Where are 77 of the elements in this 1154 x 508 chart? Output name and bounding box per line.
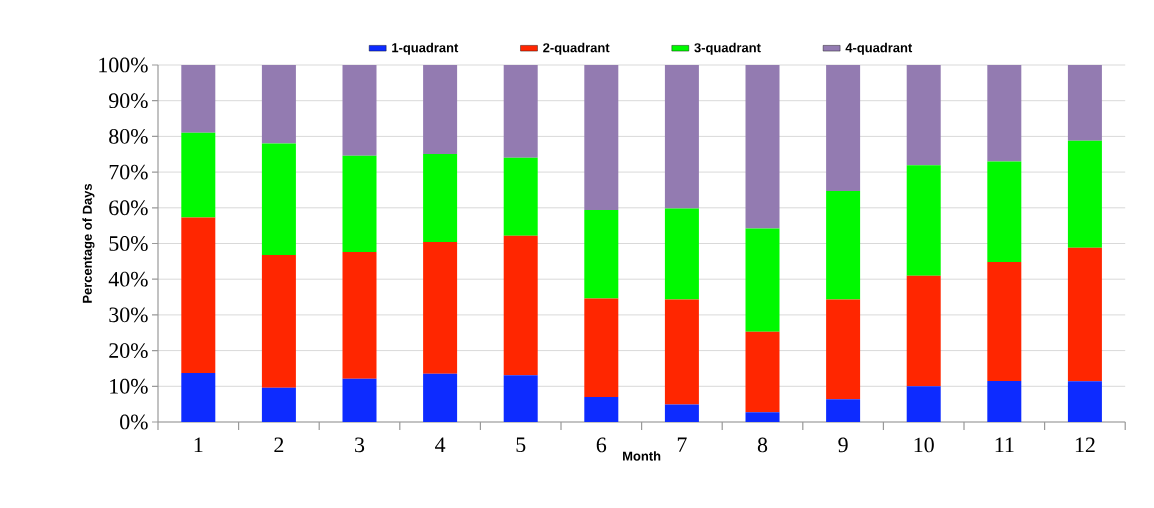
y-tick-label: 100% [99, 57, 148, 73]
bar [181, 373, 216, 422]
bar [906, 386, 941, 422]
bar [423, 242, 458, 374]
y-tick-label: 60% [109, 200, 148, 216]
legend-label: 1-quadrant [392, 42, 459, 55]
bar [181, 65, 216, 133]
x-tick-label: 5 [516, 437, 526, 453]
y-tick-label: 30% [109, 307, 148, 323]
y-tick-label: 50% [109, 236, 148, 251]
bar [987, 380, 1022, 422]
bar [423, 153, 458, 243]
bar [664, 208, 699, 300]
bar [261, 143, 296, 255]
x-tick-label: 7 [677, 437, 687, 452]
bar [423, 65, 458, 154]
x-axis-title: Month [623, 451, 661, 461]
bar [664, 404, 699, 422]
x-tick-label: 1 [194, 437, 203, 452]
y-tick-label: 80% [109, 128, 148, 144]
bar [503, 157, 538, 236]
bar [261, 254, 296, 388]
x-tick-label: 6 [596, 437, 607, 453]
y-tick-label: 10% [110, 378, 148, 394]
bar [745, 412, 780, 422]
x-tick-label: 10 [914, 437, 934, 453]
bar [987, 65, 1022, 162]
bar [826, 399, 861, 422]
bar [1067, 381, 1102, 422]
bar [423, 373, 458, 422]
bar [745, 228, 780, 332]
legend-label: 2-quadrant [543, 42, 610, 55]
bar [826, 65, 861, 192]
bar [664, 299, 699, 405]
bar [906, 165, 941, 276]
bar [745, 331, 780, 413]
x-tick-label: 3 [355, 437, 365, 453]
bar [987, 161, 1022, 263]
bar [826, 191, 861, 300]
bar [342, 155, 377, 253]
x-tick-label: 2 [274, 437, 284, 453]
bar [181, 217, 216, 374]
bar [1067, 140, 1102, 248]
y-tick-label: 20% [109, 343, 148, 359]
legend-label: 3-quadrant [694, 42, 761, 55]
bar [503, 65, 538, 158]
bar [584, 65, 619, 210]
x-tick-label: 12 [1075, 437, 1095, 453]
y-tick-label: 0% [120, 414, 148, 430]
bar [906, 275, 941, 387]
x-tick-label: 8 [757, 437, 768, 453]
bar [1067, 65, 1102, 141]
legend-label: 4-quadrant [845, 42, 913, 55]
y-tick-label: 90% [109, 93, 148, 109]
bar [745, 65, 780, 229]
bar [987, 262, 1022, 381]
x-tick-label: 4 [435, 437, 446, 452]
bar [261, 65, 296, 144]
bar [1067, 247, 1102, 382]
bar [181, 132, 216, 218]
bar [342, 65, 377, 156]
bar [342, 378, 377, 422]
bar [664, 65, 699, 209]
bar [261, 387, 296, 422]
bar [503, 235, 538, 376]
bar [906, 65, 941, 166]
bar [342, 252, 377, 379]
x-tick-label: 11 [995, 437, 1014, 452]
x-tick-label: 9 [838, 437, 848, 453]
bar [503, 375, 538, 422]
bar [584, 209, 619, 299]
bar [826, 299, 861, 400]
y-axis-title: Percentage of Days [82, 183, 95, 303]
y-tick-label: 70% [109, 164, 148, 180]
bar [584, 397, 619, 422]
y-tick-label: 40% [108, 271, 148, 287]
bar [584, 298, 619, 398]
